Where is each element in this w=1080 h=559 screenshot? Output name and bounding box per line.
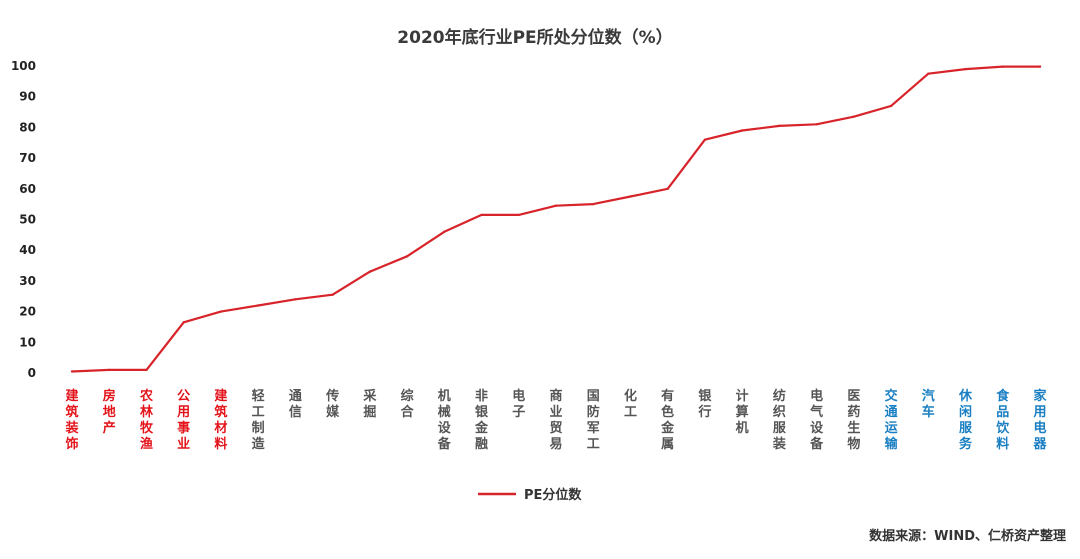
x-tick-label: 银行 [697,388,712,420]
x-tick-label: 休闲服务 [958,388,973,452]
y-tick-label: 90 [19,90,36,104]
x-tick-label: 商业贸易 [549,388,562,452]
x-tick-label: 建筑材料 [214,388,227,452]
y-tick-label: 10 [19,335,36,349]
x-tick-label: 化工 [624,388,637,420]
source-note: 数据来源：WIND、仁桥资产整理 [869,528,1066,544]
x-tick-label: 通信 [289,388,302,420]
y-tick-label: 0 [28,366,36,380]
data-point [256,304,260,307]
x-tick-label: 国防军工 [587,389,600,452]
legend: PE分位数 [478,487,582,503]
x-tick-label: 医药生物 [847,389,860,452]
data-point [629,195,632,198]
data-point [480,213,483,217]
x-tick-label: 纺织服装 [772,388,787,452]
data-point [368,270,372,273]
y-axis: 0 10 20 30 40 50 60 70 80 90 100 [11,59,36,380]
data-point [927,72,930,75]
data-point [1001,65,1004,68]
data-point [443,230,446,233]
data-point [592,202,595,206]
x-tick-label: 机械设备 [437,388,452,452]
x-tick-label: 农林牧渔 [139,388,154,452]
x-tick-label: 房地产 [103,388,116,436]
x-tick-label: 轻工制造 [252,388,266,452]
data-point [70,370,74,373]
x-tick-label: 建筑装饰 [64,388,78,452]
data-point [182,321,185,324]
data-point [219,310,223,313]
data-point [517,213,520,217]
x-tick-label: 公用事业 [176,389,190,452]
y-tick-label: 40 [19,243,36,257]
data-point [1038,65,1042,68]
data-point [666,187,669,190]
x-tick-label: 食品饮料 [995,388,1010,452]
data-point [145,368,148,372]
data-point [331,293,334,296]
y-tick-label: 70 [19,151,36,165]
series-line-pe-percentile [71,65,1040,373]
x-tick-label: 综合 [401,388,415,420]
data-point [108,368,111,372]
y-tick-label: 80 [19,120,36,134]
x-tick-label: 家用电器 [1032,388,1047,452]
data-point [740,129,744,132]
x-tick-label: 采掘 [362,388,377,420]
data-point [294,298,297,301]
data-point [815,123,818,126]
data-point [889,104,893,108]
chart-title: 2020年底行业PE所处分位数（%） [397,27,672,48]
y-tick-label: 100 [11,59,36,73]
x-tick-label: 交通运输 [885,388,899,452]
y-tick-label: 20 [19,305,36,319]
y-tick-label: 50 [19,213,36,227]
plot-area [70,65,1042,373]
data-point [405,255,409,258]
x-tick-label: 电气设备 [809,388,824,452]
x-tick-label: 计算机 [736,388,749,436]
legend-label: PE分位数 [524,487,582,503]
x-tick-label: 电子 [512,388,525,420]
x-tick-label: 有色金属 [660,388,675,452]
y-tick-label: 60 [19,182,36,196]
x-tick-label: 汽车 [922,388,935,420]
data-point [852,115,856,118]
data-point [964,67,967,71]
data-point [703,138,707,141]
y-tick-label: 30 [19,274,36,288]
x-tick-label: 传媒 [325,388,340,420]
data-point [554,204,558,207]
data-point [778,124,781,128]
x-tick-label: 非银金融 [474,388,489,452]
